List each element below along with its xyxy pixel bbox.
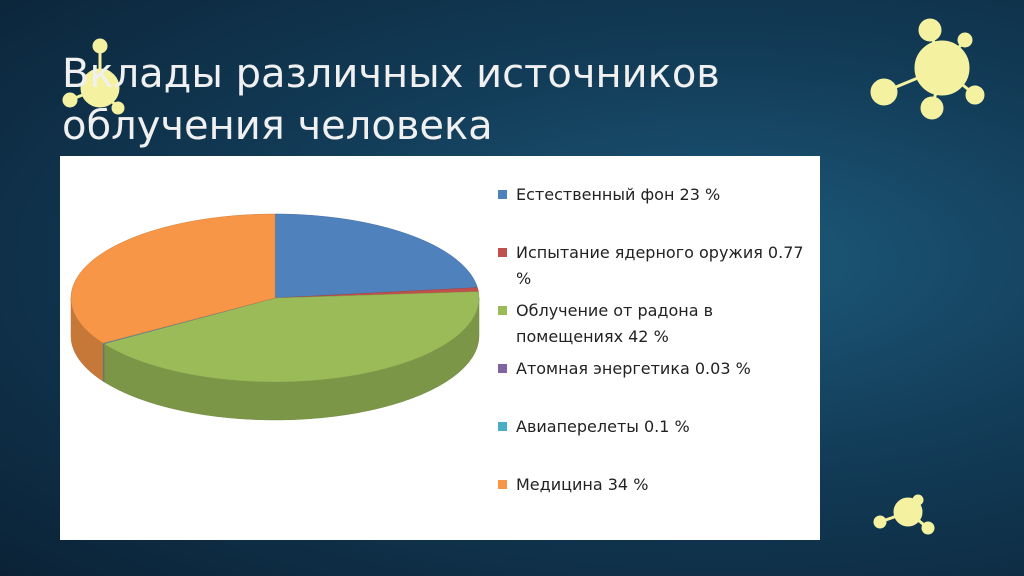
legend-item: Облучение от радона в помещениях 42 % <box>498 298 818 356</box>
legend-swatch <box>498 422 507 431</box>
legend-swatch <box>498 480 507 489</box>
legend-label: Естественный фон 23 % <box>516 185 721 204</box>
legend-swatch <box>498 364 507 373</box>
legend-label: Авиаперелеты 0.1 % <box>516 417 690 436</box>
legend-item: Авиаперелеты 0.1 % <box>498 414 818 472</box>
legend-swatch <box>498 306 507 315</box>
legend-swatch <box>498 248 507 257</box>
pie-slice <box>274 213 478 299</box>
legend-item: Испытание ядерного оружия 0.77 % <box>498 240 818 298</box>
pie-chart <box>70 213 480 421</box>
legend-item: Атомная энергетика 0.03 % <box>498 356 818 414</box>
chart-area: Естественный фон 23 % Испытание ядерного … <box>60 156 820 540</box>
pie-slice <box>103 291 480 383</box>
legend-swatch <box>498 190 507 199</box>
slide-title: Вклады различных источников облучения че… <box>62 51 720 149</box>
pie-slice <box>70 213 276 344</box>
legend-label: Атомная энергетика 0.03 % <box>516 359 751 378</box>
legend-label: Испытание ядерного оружия 0.77 % <box>516 243 804 288</box>
legend: Естественный фон 23 % Испытание ядерного … <box>498 182 818 530</box>
legend-label: Медицина 34 % <box>516 475 649 494</box>
legend-item: Медицина 34 % <box>498 472 818 530</box>
legend-label: Облучение от радона в помещениях 42 % <box>516 301 714 346</box>
legend-item: Естественный фон 23 % <box>498 182 818 240</box>
